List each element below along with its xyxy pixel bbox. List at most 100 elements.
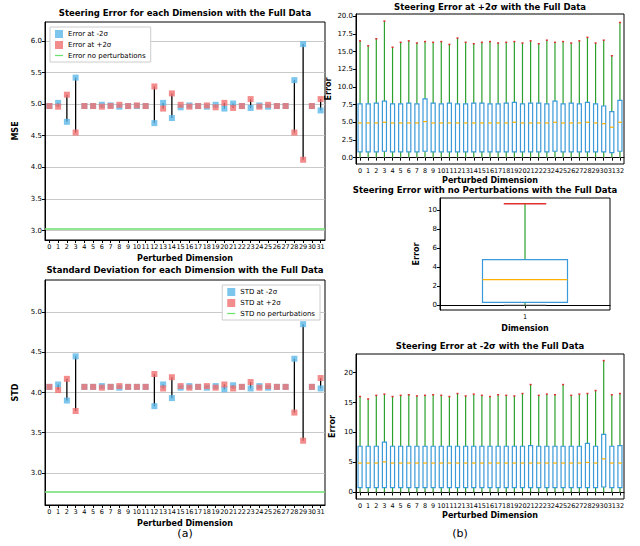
svg-text:1: 1 <box>56 243 60 251</box>
svg-text:3: 3 <box>74 243 78 251</box>
svg-text:10: 10 <box>437 502 445 510</box>
svg-text:4: 4 <box>390 167 394 175</box>
svg-text:STD at +2σ: STD at +2σ <box>240 299 281 307</box>
svg-text:2: 2 <box>374 502 378 510</box>
svg-text:32: 32 <box>616 502 624 510</box>
svg-text:8: 8 <box>433 225 437 233</box>
svg-text:STD: STD <box>11 383 20 401</box>
svg-text:STD no perturbations: STD no perturbations <box>240 310 315 318</box>
svg-text:1: 1 <box>366 502 370 510</box>
svg-text:4.0: 4.0 <box>31 389 42 397</box>
svg-text:15: 15 <box>176 243 184 251</box>
svg-text:16: 16 <box>185 508 193 516</box>
svg-text:5: 5 <box>91 243 95 251</box>
svg-text:Perturbed Dimension: Perturbed Dimension <box>137 519 233 528</box>
svg-text:19: 19 <box>510 502 518 510</box>
svg-text:29: 29 <box>591 167 599 175</box>
svg-text:Steering Error at +2σ with the: Steering Error at +2σ with the Full Data <box>394 2 586 12</box>
svg-text:27: 27 <box>281 508 289 516</box>
svg-text:5: 5 <box>349 458 353 466</box>
svg-text:12: 12 <box>150 243 158 251</box>
svg-text:24: 24 <box>255 243 263 251</box>
svg-text:1: 1 <box>366 167 370 175</box>
svg-text:20: 20 <box>220 508 228 516</box>
svg-text:22: 22 <box>238 508 246 516</box>
svg-text:25: 25 <box>264 508 272 516</box>
svg-text:10: 10 <box>428 206 437 214</box>
svg-text:17.5: 17.5 <box>337 30 353 38</box>
svg-text:5: 5 <box>399 167 403 175</box>
svg-text:4.0: 4.0 <box>31 163 42 171</box>
svg-text:30: 30 <box>600 167 608 175</box>
svg-text:0: 0 <box>358 502 362 510</box>
svg-text:13: 13 <box>159 243 167 251</box>
svg-text:MSE: MSE <box>11 121 20 140</box>
svg-text:4: 4 <box>390 502 394 510</box>
svg-text:29: 29 <box>299 508 307 516</box>
svg-text:12: 12 <box>453 167 461 175</box>
svg-text:6: 6 <box>100 508 104 516</box>
svg-text:14: 14 <box>168 508 176 516</box>
svg-text:26: 26 <box>273 243 281 251</box>
svg-text:9: 9 <box>126 508 130 516</box>
svg-text:20.0: 20.0 <box>337 12 353 20</box>
svg-text:24: 24 <box>551 167 559 175</box>
svg-text:6.0: 6.0 <box>31 37 42 45</box>
svg-text:8: 8 <box>117 508 121 516</box>
svg-text:18: 18 <box>203 508 211 516</box>
svg-text:11: 11 <box>141 243 149 251</box>
svg-text:5: 5 <box>399 502 403 510</box>
svg-text:25: 25 <box>559 502 567 510</box>
svg-text:3.0: 3.0 <box>31 469 42 477</box>
svg-text:2: 2 <box>374 167 378 175</box>
svg-text:28: 28 <box>583 167 591 175</box>
svg-text:9: 9 <box>431 502 435 510</box>
svg-text:16: 16 <box>185 243 193 251</box>
svg-text:3: 3 <box>382 167 386 175</box>
svg-text:27: 27 <box>575 502 583 510</box>
svg-text:Perturbed Dimension: Perturbed Dimension <box>442 511 538 520</box>
svg-text:7: 7 <box>109 508 113 516</box>
svg-text:5: 5 <box>91 508 95 516</box>
svg-text:6: 6 <box>433 244 438 252</box>
svg-text:20: 20 <box>518 502 526 510</box>
svg-text:25: 25 <box>264 243 272 251</box>
svg-text:STD at -2σ: STD at -2σ <box>240 288 278 296</box>
svg-text:10: 10 <box>133 243 141 251</box>
svg-text:0: 0 <box>47 508 51 516</box>
svg-text:16: 16 <box>486 502 494 510</box>
svg-text:3.0: 3.0 <box>31 227 42 235</box>
svg-text:26: 26 <box>567 167 575 175</box>
svg-text:12: 12 <box>453 502 461 510</box>
svg-text:14: 14 <box>470 167 478 175</box>
svg-text:Error: Error <box>412 243 421 266</box>
svg-text:31: 31 <box>316 508 324 516</box>
svg-text:19: 19 <box>510 167 518 175</box>
svg-text:18: 18 <box>502 502 510 510</box>
svg-text:4.5: 4.5 <box>31 348 42 356</box>
svg-text:Error at +2σ: Error at +2σ <box>68 41 112 49</box>
svg-text:20: 20 <box>344 369 353 377</box>
svg-text:26: 26 <box>273 508 281 516</box>
svg-text:8: 8 <box>117 243 121 251</box>
svg-text:31: 31 <box>608 167 616 175</box>
svg-text:24: 24 <box>255 508 263 516</box>
svg-text:23: 23 <box>246 508 254 516</box>
svg-text:28: 28 <box>290 243 298 251</box>
svg-text:2: 2 <box>433 282 437 290</box>
svg-text:0: 0 <box>349 488 353 496</box>
svg-text:30: 30 <box>308 243 316 251</box>
svg-text:28: 28 <box>583 502 591 510</box>
svg-text:0: 0 <box>358 167 362 175</box>
svg-text:11: 11 <box>445 167 453 175</box>
svg-text:10: 10 <box>437 167 445 175</box>
svg-text:15: 15 <box>478 167 486 175</box>
svg-text:17: 17 <box>194 508 202 516</box>
svg-text:14: 14 <box>168 243 176 251</box>
svg-text:21: 21 <box>229 508 237 516</box>
svg-text:Error: Error <box>324 78 333 101</box>
svg-text:17: 17 <box>194 243 202 251</box>
svg-text:24: 24 <box>551 502 559 510</box>
svg-text:4: 4 <box>433 263 438 271</box>
svg-text:19: 19 <box>211 508 219 516</box>
